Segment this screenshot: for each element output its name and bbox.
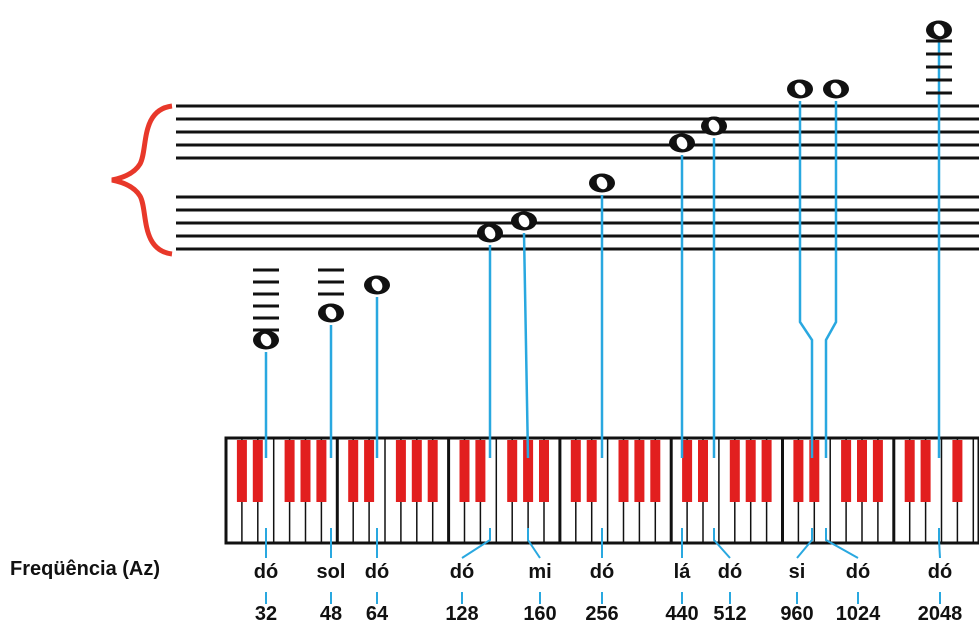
- black-key: [761, 440, 772, 502]
- black-key: [698, 440, 708, 502]
- grand-staff: [176, 104, 979, 251]
- notes-layer: [253, 20, 952, 350]
- frequency-value-label: 960: [780, 603, 813, 625]
- black-key: [904, 440, 915, 502]
- frequency-value-label: 64: [366, 603, 389, 625]
- black-key: [236, 440, 247, 502]
- note-hole: [371, 278, 383, 292]
- frequency-axis-label: Freqüência (Az): [10, 558, 160, 580]
- black-key: [952, 440, 963, 502]
- note-hole: [260, 333, 272, 347]
- black-key: [395, 440, 406, 502]
- black-key: [857, 440, 867, 502]
- black-key: [634, 440, 645, 502]
- note-connector: [824, 101, 838, 458]
- black-key: [316, 440, 327, 502]
- black-key: [729, 440, 740, 502]
- black-key: [539, 440, 549, 502]
- frequency-value-label: 32: [255, 603, 277, 625]
- black-key: [411, 440, 422, 502]
- frequency-value-label: 512: [713, 603, 746, 625]
- black-key: [872, 440, 883, 502]
- note-hole: [794, 82, 806, 96]
- black-key: [920, 440, 931, 502]
- frequency-value-label: 256: [585, 603, 618, 625]
- note-hole: [676, 136, 688, 150]
- black-key: [364, 440, 375, 502]
- black-key: [507, 440, 518, 502]
- note-name-label: dó: [718, 561, 742, 583]
- label-connector: [825, 528, 859, 559]
- note-connectors: [264, 42, 941, 604]
- frequency-value-label: 48: [320, 603, 342, 625]
- black-key: [793, 440, 804, 502]
- note-name-label: si: [789, 561, 806, 583]
- note-connector: [798, 101, 814, 458]
- frequency-value-label: 2048: [918, 603, 963, 625]
- frequency-value-label: 440: [665, 603, 698, 625]
- black-key: [650, 440, 661, 502]
- black-key: [682, 440, 693, 502]
- label-connector: [938, 528, 941, 559]
- black-key: [586, 440, 597, 502]
- label-connector: [713, 528, 731, 559]
- black-key: [475, 440, 486, 502]
- black-key: [523, 440, 534, 502]
- note-name-label: dó: [254, 561, 278, 583]
- frequency-value-label: 128: [445, 603, 478, 625]
- note-hole: [518, 214, 530, 228]
- black-key: [300, 440, 311, 502]
- black-key: [809, 440, 820, 502]
- label-connector: [461, 528, 491, 559]
- note-name-label: sol: [317, 561, 346, 583]
- note-labels: dó 32 sol 48 dó 64 dó 128 mi 160 dó 256 lá 440 dó 512 si…: [254, 561, 962, 625]
- note-name-label: dó: [928, 561, 952, 583]
- frequency-value-label: 160: [523, 603, 556, 625]
- note-hole: [596, 176, 608, 190]
- note-hole: [830, 82, 842, 96]
- black-key: [284, 440, 295, 502]
- note-hole: [933, 23, 945, 37]
- staff-brace: [111, 103, 173, 257]
- black-key: [745, 440, 756, 502]
- note-name-label: dó: [450, 561, 474, 583]
- note-name-label: dó: [590, 561, 614, 583]
- note-connector: [522, 232, 530, 459]
- label-connector: [527, 528, 541, 559]
- label-connector: [796, 528, 813, 559]
- note-name-label: dó: [846, 561, 870, 583]
- black-key: [252, 440, 263, 502]
- black-key: [570, 440, 581, 502]
- note-name-label: mi: [528, 561, 551, 583]
- black-key: [459, 440, 470, 502]
- black-key: [841, 440, 852, 502]
- black-key: [618, 440, 629, 502]
- black-key: [427, 440, 438, 502]
- note-hole: [484, 226, 496, 240]
- note-hole: [708, 119, 720, 133]
- frequency-value-label: 1024: [836, 603, 881, 625]
- note-name-label: lá: [674, 561, 692, 583]
- black-key: [348, 440, 359, 502]
- note-name-label: dó: [365, 561, 389, 583]
- note-hole: [325, 306, 337, 320]
